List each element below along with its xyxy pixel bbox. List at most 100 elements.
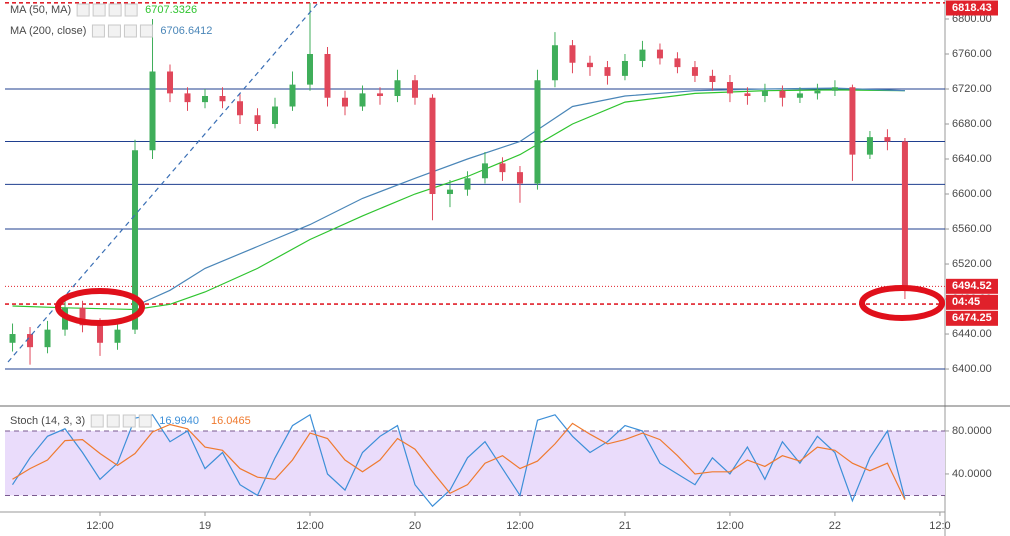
legend-icon — [108, 3, 122, 17]
candle-body — [901, 141, 908, 286]
candle-body — [271, 106, 278, 125]
legend-name: MA (200, close) — [10, 25, 86, 37]
legend-icon — [92, 3, 106, 17]
candle-body — [481, 163, 488, 179]
x-tick-label: 22 — [829, 520, 841, 532]
x-tick-label: 12:00 — [86, 520, 114, 532]
candle-body — [97, 325, 104, 343]
highlight-circle — [55, 288, 145, 326]
band — [5, 430, 945, 496]
candle-body — [289, 84, 296, 107]
y-tick-label: 6640.00 — [952, 153, 992, 165]
candle-body — [691, 67, 698, 76]
x-tick-label: 12:00 — [296, 520, 324, 532]
candle-body — [866, 137, 873, 155]
y-tick-label: 6720.00 — [952, 83, 992, 95]
legend-value: 6707.3326 — [145, 4, 197, 16]
candle-body — [184, 93, 191, 103]
stoch-line — [12, 422, 906, 500]
candle-body — [411, 80, 418, 98]
candle-body — [254, 115, 261, 125]
legend-icon — [107, 24, 121, 38]
x-tick-label: 12:00 — [506, 520, 534, 532]
candle-body — [709, 75, 716, 82]
candle-body — [831, 87, 838, 91]
label-layer: 6400.006440.006480.006520.006560.006600.… — [10, 0, 998, 532]
ma-line — [134, 87, 905, 307]
legend-icon — [90, 414, 104, 428]
price-label: 6494.52 — [952, 280, 992, 292]
candle-body — [586, 62, 593, 68]
candle-body — [167, 71, 174, 94]
legend-value: 16.0465 — [211, 415, 251, 427]
y-tick-label: 6800.00 — [952, 13, 992, 25]
candle-body — [534, 80, 541, 184]
legend-icon — [76, 3, 90, 17]
y-tick-label: 6440.00 — [952, 328, 992, 340]
highlight-circle — [859, 285, 945, 321]
y-tick-label: 80.0000 — [952, 425, 992, 437]
candle-body — [884, 137, 891, 142]
candle-body — [324, 53, 331, 98]
candle-body — [27, 334, 34, 348]
legend-value: 16.9940 — [159, 415, 199, 427]
y-tick-label: 40.0000 — [952, 468, 992, 480]
legend-icon — [122, 414, 136, 428]
x-tick-label: 12:0 — [929, 520, 950, 532]
candle-body — [394, 80, 401, 96]
legend-icon — [106, 414, 120, 428]
legend-icon — [124, 3, 138, 17]
candle-body — [376, 93, 383, 96]
candle-body — [306, 53, 313, 85]
candle-body — [726, 81, 733, 94]
price-label-box — [946, 310, 998, 326]
price-label: 6474.25 — [952, 312, 992, 324]
candle-body — [79, 307, 86, 326]
candle-body — [341, 97, 348, 107]
candle-body — [656, 49, 663, 59]
candle-body — [779, 90, 786, 98]
candle-body — [114, 329, 121, 343]
candle-body — [359, 93, 366, 107]
legend-icon — [123, 24, 137, 38]
candle-body — [202, 95, 209, 103]
x-tick-label: 12:00 — [716, 520, 744, 532]
candle-body — [604, 67, 611, 76]
y-tick-label: 6760.00 — [952, 48, 992, 60]
legend-icon — [138, 414, 152, 428]
candle-body — [639, 49, 646, 61]
candle-body — [516, 172, 523, 184]
candle-body — [744, 93, 751, 96]
candle-body — [849, 87, 856, 155]
candle-body — [674, 58, 681, 68]
price-label-box — [946, 0, 998, 16]
candle-body — [9, 334, 16, 343]
x-tick-label: 20 — [409, 520, 421, 532]
ma-line — [12, 89, 905, 311]
y-tick-label: 6520.00 — [952, 258, 992, 270]
candle-body — [429, 97, 436, 195]
candle-body — [551, 45, 558, 81]
y-tick-label: 6560.00 — [952, 223, 992, 235]
x-tick-label: 19 — [199, 520, 211, 532]
candle-body — [814, 90, 821, 94]
countdown-box — [946, 294, 998, 310]
legend-value: 6706.6412 — [160, 25, 212, 37]
trend-line — [7, 2, 319, 363]
y-tick-label: 6680.00 — [952, 118, 992, 130]
candle-body — [132, 150, 139, 330]
y-tick-label: 6600.00 — [952, 188, 992, 200]
candle-body — [149, 71, 156, 151]
price-label-box — [946, 278, 998, 294]
legend-icon — [139, 24, 153, 38]
candle-body — [219, 95, 226, 102]
plot-layer — [5, 2, 949, 516]
y-tick-label: 6400.00 — [952, 363, 992, 375]
legend-name: Stoch (14, 3, 3) — [10, 415, 85, 427]
price-label: 6818.43 — [952, 2, 992, 14]
candle-body — [569, 45, 576, 63]
countdown: 04:45 — [952, 296, 980, 308]
candle-body — [446, 189, 453, 195]
legend-icon — [91, 24, 105, 38]
